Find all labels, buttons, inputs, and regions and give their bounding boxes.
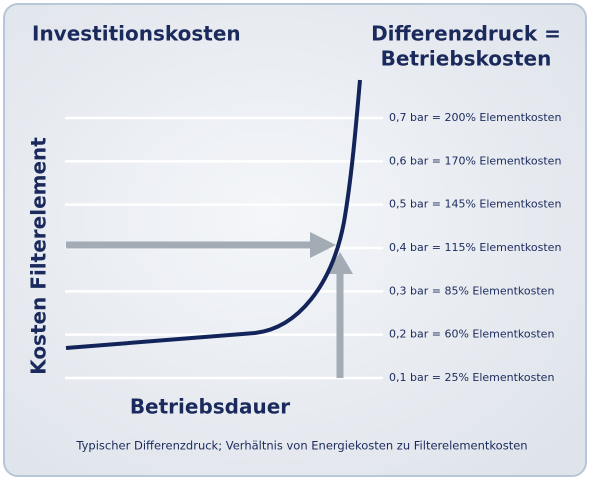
arrow-head xyxy=(327,252,353,274)
level-label: 0,4 bar = 115% Elementkosten xyxy=(389,241,561,254)
title: Investitionskosten xyxy=(32,22,241,46)
caption: Typischer Differenzdruck; Verhältnis von… xyxy=(75,439,527,453)
cost-curve xyxy=(65,79,362,350)
level-label: 0,2 bar = 60% Elementkosten xyxy=(389,328,554,341)
right-title: Differenzdruck = xyxy=(371,22,561,46)
level-label: 0,7 bar = 200% Elementkosten xyxy=(389,111,561,124)
x-label: Betriebsdauer xyxy=(130,395,290,419)
y-label: Kosten Filterelement xyxy=(27,137,51,375)
frame xyxy=(3,3,587,477)
level-label: 0,6 bar = 170% Elementkosten xyxy=(389,154,561,167)
right-title: Betriebskosten xyxy=(381,47,552,71)
level-label: 0,1 bar = 25% Elementkosten xyxy=(389,371,554,384)
level-label: 0,5 bar = 145% Elementkosten xyxy=(389,198,561,211)
level-label: 0,3 bar = 85% Elementkosten xyxy=(389,284,554,297)
arrow-head xyxy=(310,232,336,258)
